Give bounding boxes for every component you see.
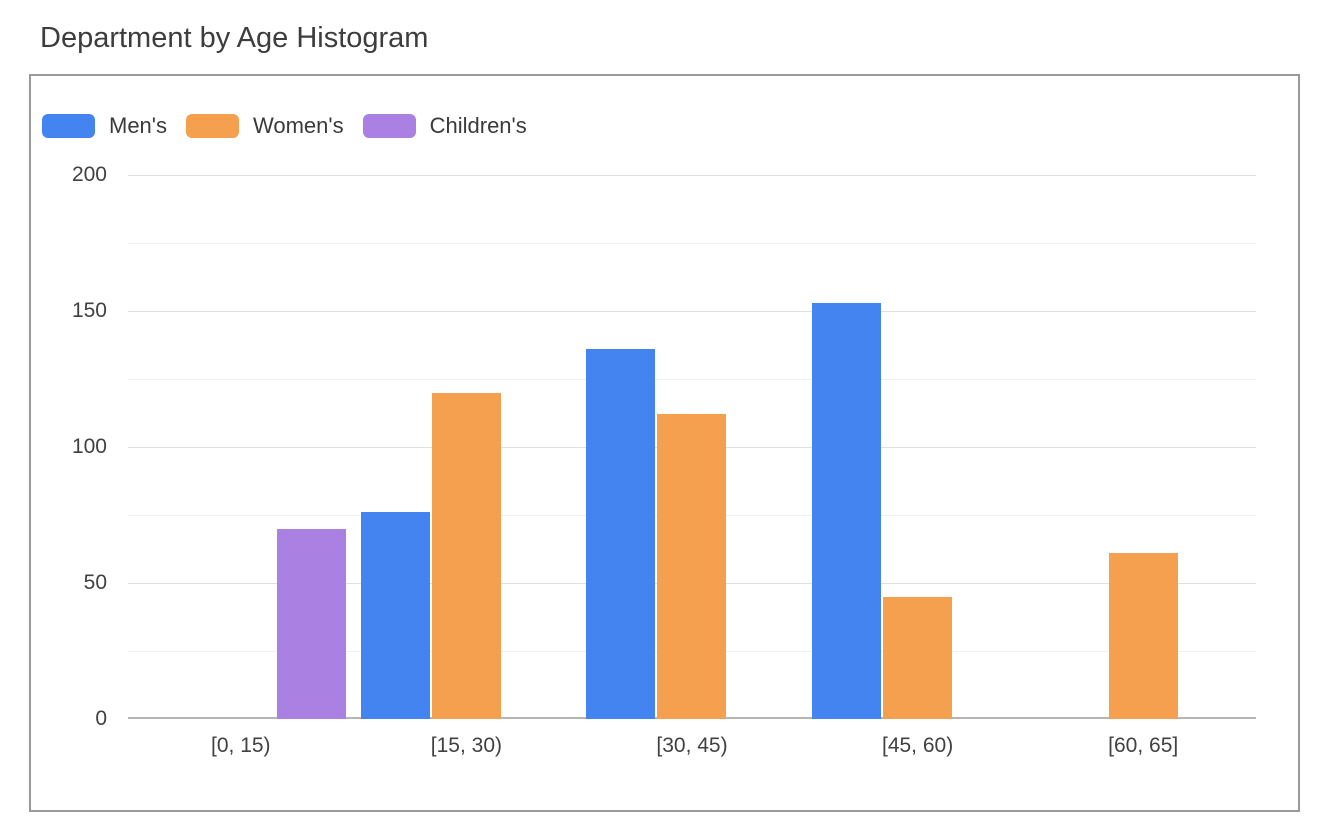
chart-title: Department by Age Histogram <box>40 22 429 54</box>
bar-group <box>1030 175 1256 719</box>
legend-swatch <box>42 114 95 138</box>
bar-mens--30-45-[interactable] <box>586 349 656 719</box>
y-axis-tick-label: 150 <box>71 299 107 322</box>
legend-item-mens: Men's <box>42 113 167 139</box>
bar-womens--15-30-[interactable] <box>431 392 501 719</box>
legend-item-womens: Women's <box>186 113 344 139</box>
legend-label: Children's <box>429 113 527 138</box>
bar-group <box>354 175 580 719</box>
legend-label: Women's <box>253 113 344 138</box>
y-axis-tick-label: 0 <box>95 707 107 730</box>
bar-group <box>805 175 1031 719</box>
gridline <box>128 379 1256 380</box>
y-axis-tick-label: 100 <box>71 435 107 458</box>
gridline <box>128 243 1256 244</box>
gridline <box>128 311 1256 312</box>
gridline <box>128 175 1256 176</box>
bar-womens--30-45-[interactable] <box>657 414 727 719</box>
x-axis-category-label: [45, 60) <box>881 734 954 757</box>
y-axis-tick-label: 50 <box>83 571 107 594</box>
bar-womens--60-65-[interactable] <box>1108 553 1178 719</box>
y-axis-tick-label: 200 <box>71 163 107 186</box>
legend-swatch <box>186 114 239 138</box>
legend-item-childrens: Children's <box>362 113 527 139</box>
x-axis-category-label: [60, 65] <box>1108 734 1179 757</box>
bar-mens--15-30-[interactable] <box>360 512 430 719</box>
bar-group <box>128 175 354 719</box>
bar-mens--45-60-[interactable] <box>812 302 882 719</box>
bar-group <box>579 175 805 719</box>
plot-area: 0 50 100 150 200 [0, 15) [15, 30) [30, 45) [45, … <box>72 163 1256 757</box>
x-axis-category-label: [0, 15) <box>211 734 271 757</box>
chart-card: Men's Women's Children's 0 50 100 150 200 [0,… <box>29 74 1300 812</box>
bar-womens--45-60-[interactable] <box>883 596 953 719</box>
legend: Men's Women's Children's <box>42 113 527 139</box>
bar-childrens--0-15-[interactable] <box>277 528 347 719</box>
x-axis-category-label: [30, 45) <box>656 734 728 757</box>
legend-swatch <box>362 114 416 138</box>
legend-label: Men's <box>109 113 167 138</box>
x-axis-category-label: [15, 30) <box>430 734 502 757</box>
